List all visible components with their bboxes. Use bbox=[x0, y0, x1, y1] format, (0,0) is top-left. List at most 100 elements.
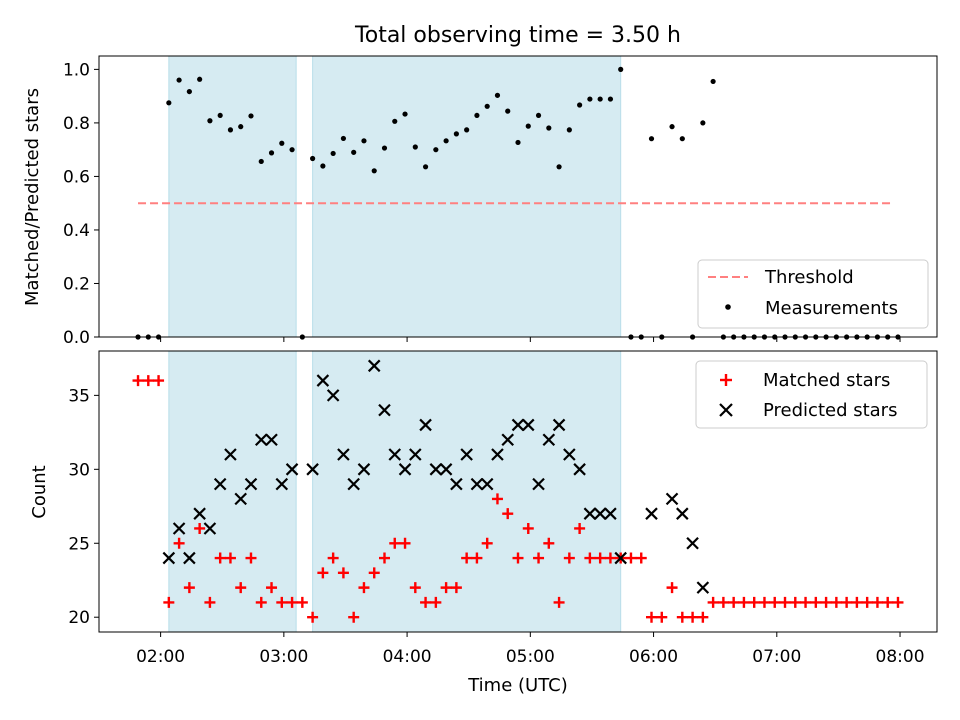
matched-star-point bbox=[666, 582, 678, 594]
ratio-y-tick-label: 0.2 bbox=[63, 274, 90, 294]
matched-star-point bbox=[224, 552, 236, 564]
legend-measurements-swatch bbox=[725, 304, 731, 310]
matched-star-point bbox=[543, 537, 555, 549]
predicted-star-point bbox=[193, 507, 206, 520]
matched-star-point bbox=[173, 537, 185, 549]
matched-star-point bbox=[820, 596, 832, 608]
count-y-tick-label: 20 bbox=[68, 608, 90, 628]
matched-star-point bbox=[728, 596, 740, 608]
count-y-tick-label: 25 bbox=[68, 534, 90, 554]
predicted-star-point bbox=[265, 433, 278, 447]
measurement-point bbox=[320, 163, 326, 169]
measurement-point bbox=[464, 127, 470, 133]
count-x-ticks: 02:00 03:00 04:00 05:00 06:00 07:00 08:00 bbox=[136, 632, 925, 667]
ratio-y-tick-label: 0.4 bbox=[63, 221, 90, 241]
measurement-point bbox=[186, 88, 192, 95]
measurement-point bbox=[381, 145, 388, 151]
predicted-star-point bbox=[614, 551, 627, 565]
predicted-star-point bbox=[357, 463, 371, 476]
matched-star-point bbox=[153, 375, 165, 387]
predicted-star-point bbox=[665, 492, 679, 506]
predicted-star-point bbox=[285, 463, 299, 476]
matched-star-point bbox=[491, 493, 503, 505]
matched-star-point bbox=[635, 552, 647, 564]
observing-intervals bbox=[168, 55, 622, 338]
ratio-y-tick-label: 0.8 bbox=[63, 114, 90, 134]
predicted-star-point bbox=[429, 463, 443, 476]
observing-interval bbox=[312, 350, 622, 633]
ratio-axes-frame bbox=[98, 55, 938, 338]
measurement-point bbox=[371, 168, 377, 174]
observing-interval bbox=[312, 55, 622, 338]
measurement-point bbox=[710, 78, 716, 85]
matched-star-point bbox=[481, 537, 493, 549]
measurement-point bbox=[546, 125, 552, 131]
measurement-point bbox=[392, 118, 398, 124]
predicted-star-point bbox=[378, 403, 391, 417]
measurement-point bbox=[197, 76, 203, 82]
chart-title: Total observing time = 3.50 h bbox=[354, 23, 681, 48]
measurement-point bbox=[176, 77, 182, 83]
matched-star-point bbox=[646, 611, 658, 623]
matched-star-point bbox=[707, 596, 719, 608]
measurement-point bbox=[443, 138, 449, 144]
observing-interval bbox=[168, 350, 297, 633]
matched-star-point bbox=[327, 552, 339, 564]
predicted-star-point bbox=[573, 463, 586, 476]
matched-star-point bbox=[163, 596, 175, 608]
matched-star-point bbox=[892, 596, 904, 608]
measurement-point bbox=[494, 92, 501, 98]
matched-star-point bbox=[255, 596, 267, 608]
legend-threshold-label: Threshold bbox=[764, 267, 854, 288]
count-y-ticks: 20 25 30 35 bbox=[68, 386, 99, 628]
predicted-star-point bbox=[347, 477, 360, 491]
measurement-point bbox=[700, 120, 706, 126]
matched-star-point bbox=[450, 582, 462, 594]
matched-star-point bbox=[430, 596, 442, 608]
matched-star-point bbox=[296, 596, 308, 608]
matched-star-point bbox=[522, 522, 534, 534]
matched-star-point bbox=[337, 567, 349, 579]
matched-star-point bbox=[461, 552, 473, 564]
matched-star-point bbox=[214, 552, 226, 564]
ratio-y-tick-label: 1.0 bbox=[63, 60, 90, 80]
count-x-tick-label: 03:00 bbox=[259, 647, 308, 667]
observing-interval bbox=[168, 55, 297, 338]
matched-star-point bbox=[183, 582, 195, 594]
matched-star-point bbox=[553, 596, 565, 608]
count-x-axis-label: Time (UTC) bbox=[467, 675, 568, 696]
matched-star-point bbox=[204, 596, 216, 608]
legend-matched-swatch bbox=[720, 374, 732, 386]
predicted-star-point bbox=[593, 507, 607, 520]
predicted-star-point bbox=[542, 433, 556, 447]
measurement-point bbox=[310, 155, 316, 162]
predicted-star-point bbox=[501, 433, 515, 447]
matched-star-point bbox=[800, 596, 812, 608]
count-axes-frame bbox=[98, 350, 938, 633]
predicted-star-point bbox=[521, 418, 535, 432]
predicted-star-point bbox=[460, 448, 473, 461]
matched-star-point bbox=[810, 596, 822, 608]
measurement-point bbox=[597, 96, 603, 102]
matched-star-point bbox=[861, 596, 873, 608]
measurement-point bbox=[340, 135, 347, 142]
matched-star-point bbox=[851, 596, 863, 608]
predicted-star-point bbox=[470, 477, 484, 491]
count-x-tick-label: 05:00 bbox=[506, 647, 555, 667]
count-y-tick-label: 30 bbox=[68, 460, 90, 480]
measurement-point bbox=[238, 124, 244, 130]
predicted-star-point bbox=[676, 507, 689, 520]
ratio-x-ticks bbox=[160, 337, 901, 342]
predicted-star-point bbox=[583, 507, 597, 520]
matched-star-point bbox=[604, 552, 616, 564]
matched-star-point bbox=[625, 552, 637, 564]
matched-star-point bbox=[594, 552, 606, 564]
measurement-point bbox=[587, 96, 593, 102]
measurement-point bbox=[422, 164, 429, 170]
ratio-y-ticks: 0.0 0.2 0.4 0.6 0.8 1.0 bbox=[63, 60, 99, 348]
predicted-star-point bbox=[172, 522, 186, 535]
measurement-point bbox=[330, 150, 336, 157]
predicted-star-points bbox=[162, 359, 710, 594]
predicted-star-point bbox=[213, 477, 227, 491]
predicted-star-point bbox=[419, 418, 432, 432]
